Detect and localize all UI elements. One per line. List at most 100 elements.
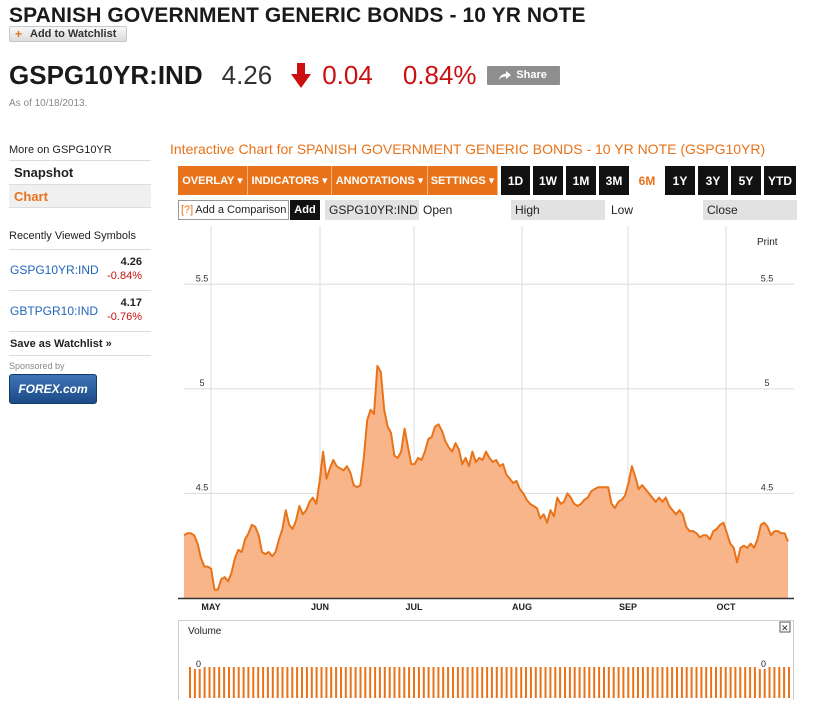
range-1m[interactable]: 1M: [566, 166, 596, 195]
plus-icon: +: [15, 27, 23, 41]
volume-bar: [315, 667, 318, 698]
volume-bar: [724, 667, 727, 698]
recent-symbol-link[interactable]: GBTPGR10:IND: [10, 304, 99, 318]
sponsor-logo[interactable]: FOREX.com: [9, 374, 97, 404]
low-label: Low: [611, 202, 634, 217]
page-title: SPANISH GOVERNMENT GENERIC BONDS - 10 YR…: [9, 4, 586, 27]
volume-bar: [559, 667, 562, 698]
volume-bar: [573, 667, 576, 698]
volume-bar: [554, 667, 557, 698]
recent-symbol-change: -0.76%: [107, 311, 142, 323]
volume-bar: [612, 667, 615, 698]
close-volume-button[interactable]: [779, 621, 791, 633]
range-3y[interactable]: 3Y: [698, 166, 728, 195]
volume-bar: [447, 667, 450, 698]
range-1d[interactable]: 1D: [501, 166, 530, 195]
volume-bar: [213, 667, 216, 698]
comparison-input[interactable]: [?] Add a Comparison: [178, 199, 289, 220]
volume-bar: [305, 667, 308, 698]
range-3m[interactable]: 3M: [599, 166, 629, 195]
volume-bar: [671, 667, 674, 698]
chart-symbol-tag: GSPG10YR:IND: [325, 199, 419, 220]
volume-bar: [291, 667, 294, 698]
last-price: 4.26: [221, 59, 273, 90]
volume-bar: [578, 667, 581, 698]
x-tick-label: AUG: [512, 602, 532, 612]
volume-bar: [622, 667, 625, 698]
annotations-menu[interactable]: ANNOTATIONS ▾: [332, 166, 428, 195]
range-1w[interactable]: 1W: [533, 166, 563, 195]
overlay-menu[interactable]: OVERLAY ▾: [178, 166, 248, 195]
chart-title: Interactive Chart for SPANISH GOVERNMENT…: [170, 141, 766, 157]
recent-symbol-link[interactable]: GSPG10YR:IND: [10, 263, 99, 277]
share-button[interactable]: Share: [486, 65, 560, 85]
sidebar-item-chart[interactable]: Chart: [9, 184, 151, 208]
volume-bar: [271, 667, 274, 698]
volume-bar: [432, 667, 435, 698]
volume-bar: [193, 667, 196, 698]
volume-bar: [627, 667, 630, 698]
volume-bar: [539, 667, 542, 698]
volume-bar: [286, 667, 289, 698]
volume-bar: [422, 667, 425, 698]
sidebar-item-snapshot[interactable]: Snapshot: [9, 160, 151, 184]
volume-bar: [257, 667, 260, 698]
volume-axis-label-right: 0: [761, 659, 766, 669]
volume-bar: [481, 667, 484, 698]
volume-bar: [705, 667, 708, 698]
volume-bar: [218, 667, 221, 698]
volume-bar: [247, 667, 250, 698]
settings-menu[interactable]: SETTINGS ▾: [428, 166, 498, 195]
volume-bar: [637, 667, 639, 698]
volume-bar: [773, 667, 776, 698]
price-change: 0.04: [322, 59, 373, 90]
volume-label-bg: [759, 659, 768, 669]
volume-bar: [739, 667, 742, 698]
volume-bar: [588, 667, 591, 698]
volume-bar: [262, 667, 265, 698]
volume-bar: [330, 667, 333, 698]
recent-symbol-row[interactable]: GBTPGR10:IND 4.17 -0.76%: [9, 291, 151, 332]
range-ytd[interactable]: YTD: [764, 166, 796, 195]
volume-bar: [471, 667, 474, 698]
volume-bar: [641, 667, 644, 698]
volume-bar: [223, 667, 226, 698]
save-as-watchlist-link[interactable]: Save as Watchlist »: [9, 332, 151, 356]
volume-bar: [310, 667, 313, 698]
volume-bar: [710, 667, 713, 698]
recent-symbol-row[interactable]: GSPG10YR:IND 4.26 -0.84%: [9, 250, 151, 291]
volume-bar: [378, 667, 381, 698]
help-icon[interactable]: [?]: [181, 203, 194, 216]
range-6m[interactable]: 6M: [632, 166, 662, 195]
volume-bar: [442, 667, 445, 698]
volume-bar: [719, 667, 722, 698]
volume-bar: [252, 667, 255, 698]
range-1y[interactable]: 1Y: [665, 166, 695, 195]
volume-bar: [203, 667, 206, 698]
volume-bar: [593, 667, 596, 698]
indicators-menu[interactable]: INDICATORS ▾: [248, 166, 332, 195]
volume-bar: [296, 667, 299, 698]
volume-bar: [500, 667, 503, 698]
volume-bar: [461, 667, 464, 698]
y-tick-label-left: 5: [199, 378, 204, 388]
volume-bar: [544, 667, 547, 698]
volume-bar: [583, 667, 586, 698]
volume-bar: [525, 667, 527, 698]
close-label: Close: [703, 199, 797, 220]
range-5y[interactable]: 5Y: [731, 166, 761, 195]
comparison-placeholder: Add a Comparison: [195, 203, 287, 216]
print-link[interactable]: Print: [757, 237, 778, 248]
volume-axis-label-left: 0: [196, 659, 201, 669]
volume-label-bg: [194, 659, 203, 669]
volume-bar: [676, 667, 678, 698]
share-icon: [499, 70, 512, 80]
volume-bar: [661, 667, 664, 698]
close-volume-icon[interactable]: ✕: [781, 624, 789, 634]
recent-symbol-price: 4.17: [120, 297, 142, 309]
add-comparison-button[interactable]: Add: [290, 199, 320, 220]
volume-bar: [495, 667, 498, 698]
volume-bar: [301, 667, 303, 698]
add-to-watchlist-button[interactable]: + Add to Watchlist: [9, 26, 127, 42]
